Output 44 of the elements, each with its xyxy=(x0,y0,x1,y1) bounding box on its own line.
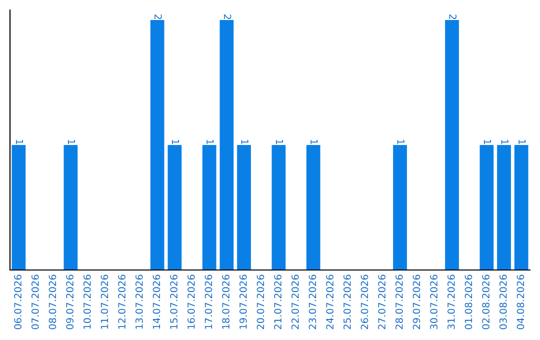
x-tick-label: 08.07.2026 xyxy=(48,274,56,330)
data-label: 1 xyxy=(16,140,24,144)
data-label: 1 xyxy=(518,140,526,144)
x-tick-label: 29.07.2026 xyxy=(412,274,420,330)
x-tick-label: 28.07.2026 xyxy=(395,274,403,330)
x-tick-label: 06.07.2026 xyxy=(14,274,22,330)
x-tick-label: 09.07.2026 xyxy=(66,274,74,330)
x-tick-label: 03.08.2026 xyxy=(499,274,507,330)
x-tick-label: 10.07.2026 xyxy=(83,274,91,329)
x-tick-label: 23.07.2026 xyxy=(308,274,316,330)
x-tick-label: 17.07.2026 xyxy=(204,274,212,329)
x-tick-label: 19.07.2026 xyxy=(239,274,247,329)
x-tick-label: 24.07.2026 xyxy=(326,274,334,330)
data-label: 1 xyxy=(276,140,284,144)
data-label: 1 xyxy=(68,140,76,144)
x-tick-label: 11.07.2026 xyxy=(100,274,108,329)
x-tick-label: 15.07.2026 xyxy=(170,274,178,329)
x-tick-label: 25.07.2026 xyxy=(343,274,351,330)
x-tick-label: 12.07.2026 xyxy=(118,274,126,329)
x-tick-label: 13.07.2026 xyxy=(135,274,143,329)
x-tick-label: 27.07.2026 xyxy=(378,274,386,330)
data-label: 2 xyxy=(154,14,162,20)
x-tick-label: 22.07.2026 xyxy=(291,274,299,330)
x-tick-label: 31.07.2026 xyxy=(447,274,455,330)
x-tick-label: 26.07.2026 xyxy=(360,274,368,330)
data-label: 2 xyxy=(224,14,232,20)
data-label: 1 xyxy=(310,140,318,144)
x-tick-label: 14.07.2026 xyxy=(152,274,160,329)
x-tick-label: 18.07.2026 xyxy=(222,274,230,329)
data-label: 2 xyxy=(449,14,457,20)
x-tick-label: 07.07.2026 xyxy=(31,274,39,330)
x-tick-label: 02.08.2026 xyxy=(482,274,490,330)
x-tick-label: 30.07.2026 xyxy=(430,274,438,330)
x-tick-label: 20.07.2026 xyxy=(256,274,264,330)
x-tick-label: 21.07.2026 xyxy=(274,274,282,330)
x-tick-label: 04.08.2026 xyxy=(516,274,524,330)
x-tick-label: 01.08.2026 xyxy=(464,274,472,330)
data-label: 1 xyxy=(484,140,492,144)
data-label: 1 xyxy=(206,140,214,144)
x-tick-label: 16.07.2026 xyxy=(187,274,195,329)
data-label: 1 xyxy=(241,140,248,144)
data-label: 1 xyxy=(397,140,404,144)
data-label: 1 xyxy=(172,140,180,144)
data-label: 1 xyxy=(501,140,508,144)
